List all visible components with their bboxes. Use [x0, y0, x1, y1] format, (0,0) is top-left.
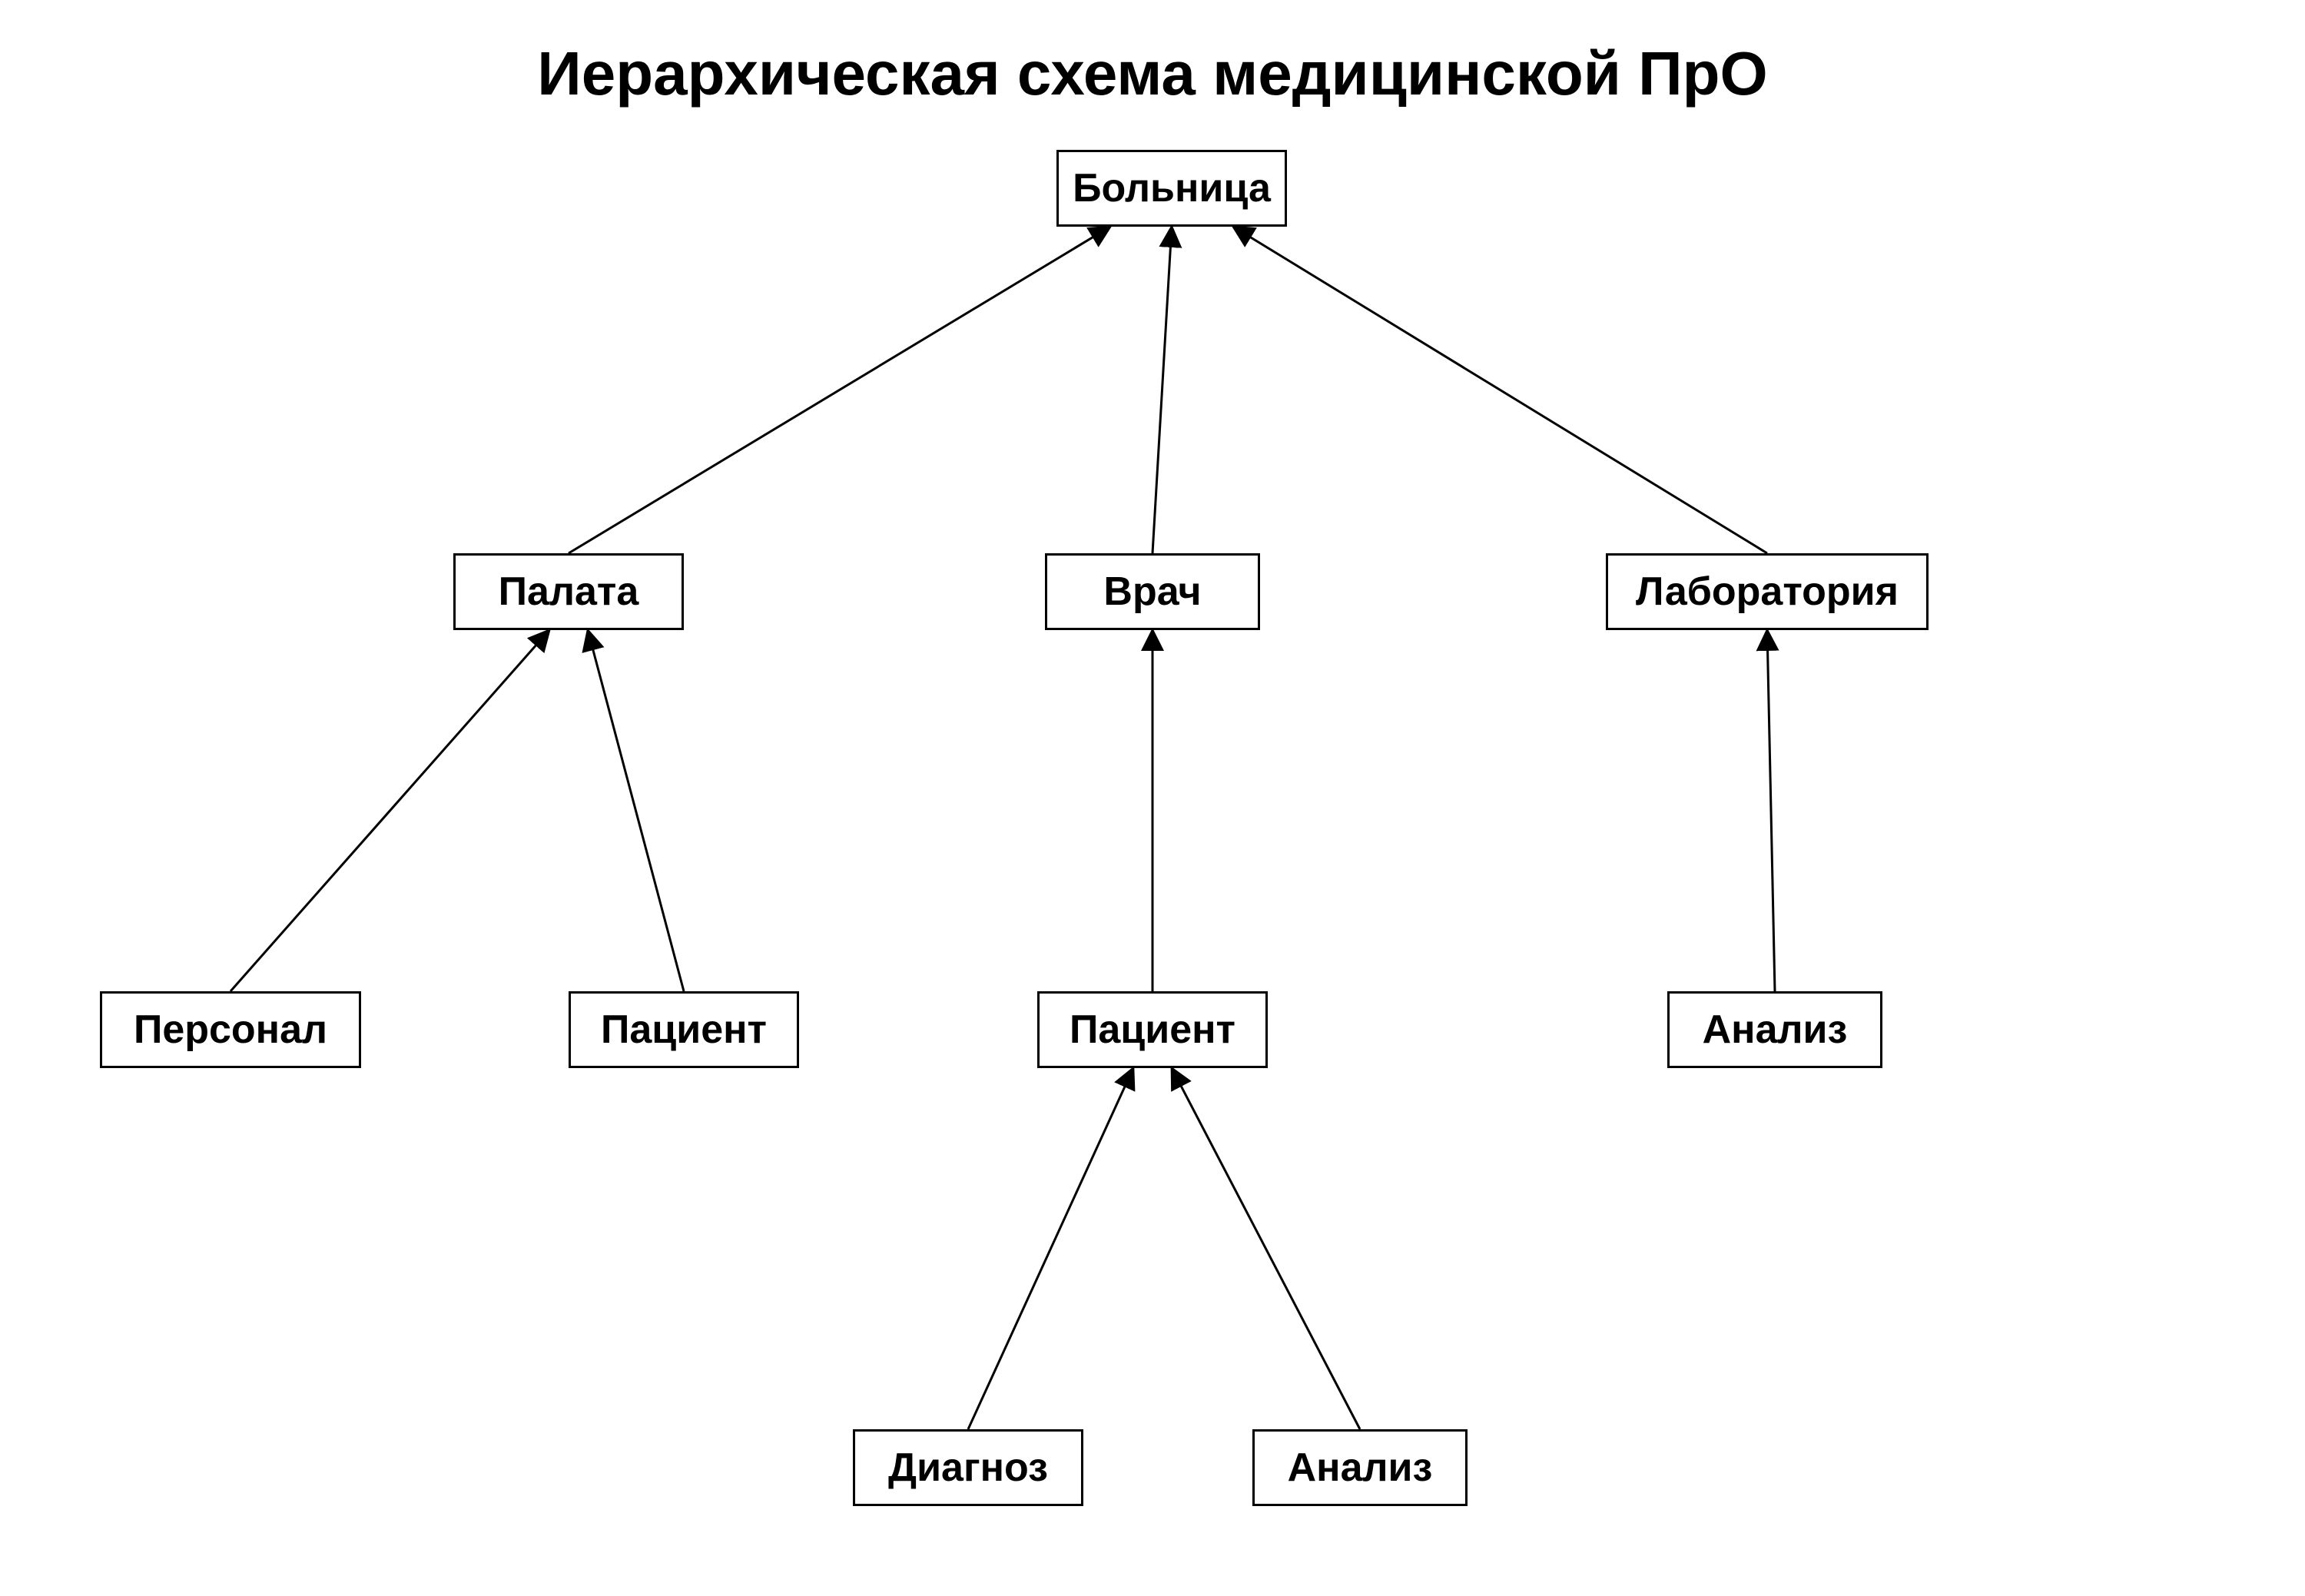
- node-label: Анализ: [1288, 1445, 1433, 1491]
- edge-lab-to-hospital: [1233, 227, 1767, 553]
- node-label: Персонал: [134, 1007, 327, 1053]
- node-staff: Персонал: [100, 991, 361, 1068]
- diagram-canvas: Иерархическая схема медицинской ПрО Боль…: [0, 0, 2305, 1596]
- node-label: Палата: [499, 569, 639, 615]
- node-label: Больница: [1073, 165, 1271, 211]
- edges-layer: [0, 0, 2305, 1596]
- node-label: Лаборатория: [1636, 569, 1899, 615]
- edge-patient1-to-ward: [588, 630, 684, 991]
- edge-analysis2-to-patient2: [1172, 1068, 1360, 1429]
- diagram-title: Иерархическая схема медицинской ПрО: [0, 38, 2305, 109]
- node-lab: Лаборатория: [1606, 553, 1929, 630]
- node-label: Диагноз: [888, 1445, 1048, 1491]
- node-patient2: Пациент: [1037, 991, 1268, 1068]
- node-analysis2: Анализ: [1252, 1429, 1468, 1506]
- edge-ward-to-hospital: [569, 227, 1110, 553]
- edge-staff-to-ward: [230, 630, 549, 991]
- edge-doctor-to-hospital: [1152, 227, 1172, 553]
- node-ward: Палата: [453, 553, 684, 630]
- node-doctor: Врач: [1045, 553, 1260, 630]
- node-patient1: Пациент: [569, 991, 799, 1068]
- node-hospital: Больница: [1056, 150, 1287, 227]
- node-label: Врач: [1103, 569, 1201, 615]
- node-label: Анализ: [1703, 1007, 1848, 1053]
- edge-diagnosis-to-patient2: [968, 1068, 1133, 1429]
- node-analysis1: Анализ: [1667, 991, 1882, 1068]
- node-diagnosis: Диагноз: [853, 1429, 1083, 1506]
- edge-analysis1-to-lab: [1767, 630, 1775, 991]
- node-label: Пациент: [1070, 1007, 1235, 1053]
- node-label: Пациент: [601, 1007, 767, 1053]
